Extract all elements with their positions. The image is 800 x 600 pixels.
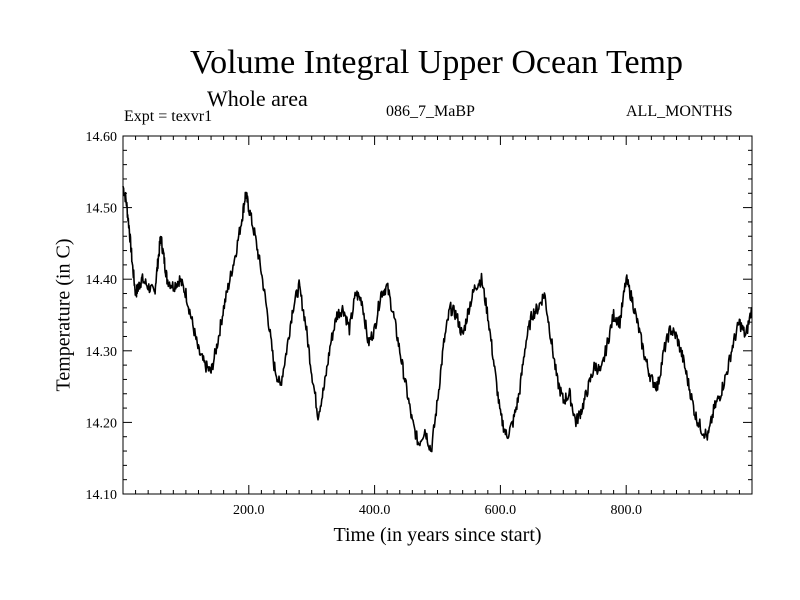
chart-subtitle: Whole area	[207, 86, 308, 111]
x-tick-label: 600.0	[485, 503, 517, 518]
y-tick-label: 14.20	[86, 416, 118, 431]
x-tick-label: 800.0	[610, 503, 642, 518]
y-tick-label: 14.10	[86, 488, 118, 503]
x-axis-label: Time (in years since start)	[333, 524, 542, 546]
series-line	[122, 185, 753, 453]
run-label: 086_7_MaBP	[386, 103, 475, 120]
experiment-label: Expt = texvr1	[124, 108, 213, 125]
plot-frame	[122, 135, 753, 495]
y-tick-label: 14.40	[86, 273, 118, 288]
y-tick-label: 14.50	[86, 202, 118, 217]
y-tick-label: 14.60	[86, 130, 118, 145]
months-label: ALL_MONTHS	[626, 103, 733, 120]
chart-title: Volume Integral Upper Ocean Temp	[190, 44, 683, 81]
x-tick-label: 200.0	[233, 503, 265, 518]
y-tick-label: 14.30	[86, 345, 118, 360]
x-tick-label: 400.0	[359, 503, 391, 518]
